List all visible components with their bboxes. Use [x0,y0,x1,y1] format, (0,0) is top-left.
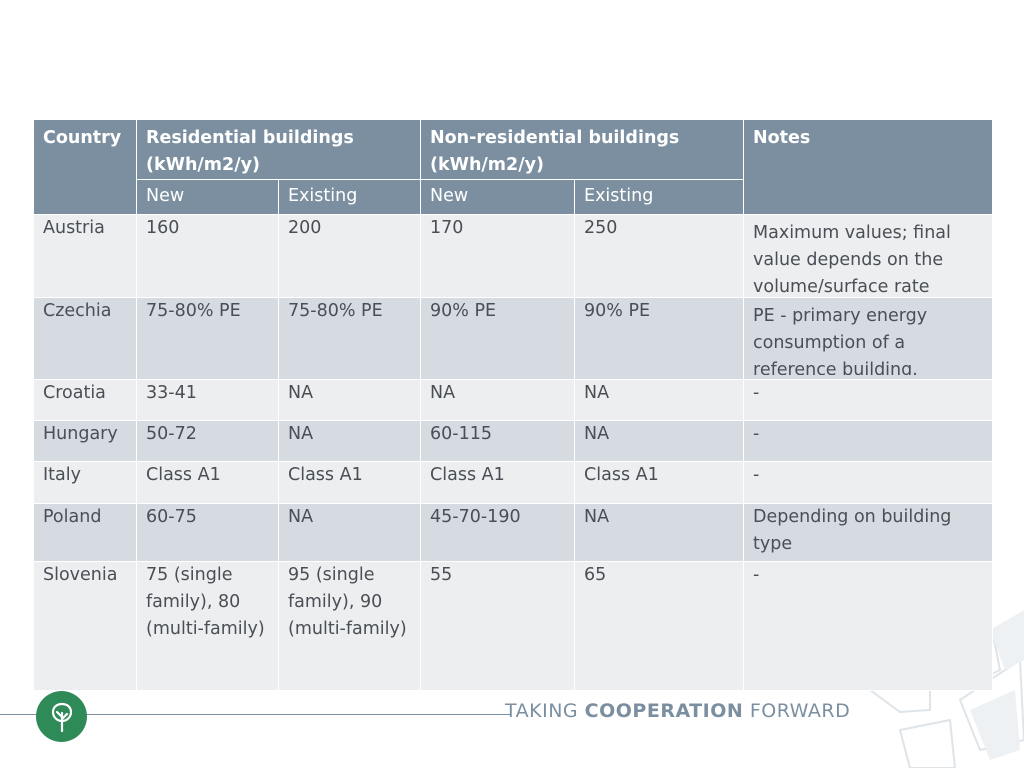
cell-country: Austria [33,214,137,298]
cell-nonres-existing: 90% PE [574,297,745,380]
header-nonres-existing: Existing [574,179,745,215]
header-residential: Residential buildings (kWh/m2/y) [135,119,422,180]
cell-country: Italy [33,461,137,504]
cell-res-existing: Class A1 [277,461,422,504]
logo [36,691,87,742]
cell-nonres-existing: 250 [574,214,745,298]
cell-res-new: 160 [136,214,279,298]
tree-icon [51,702,72,732]
cell-nonres-new: NA [420,379,576,421]
cell-nonres-existing: NA [574,503,745,562]
cell-nonres-new: 60-115 [420,420,576,462]
cell-notes: - [743,420,994,462]
cell-notes: - [743,379,994,421]
header-res-new: New [136,179,279,215]
cell-country: Czechia [33,297,137,380]
notes-text: Maximum values; final value depends on t… [753,223,951,293]
cell-notes: - [743,561,994,691]
notes-text: PE - primary energy consumption of a ref… [753,306,928,375]
tagline-part3: FORWARD [743,700,851,722]
footer-divider [0,714,510,715]
tagline-part1: TAKING [505,700,585,722]
cell-nonres-new: 55 [420,561,576,691]
cell-res-existing: 75-80% PE [277,297,422,380]
cell-res-existing: NA [277,379,422,421]
table-row: Czechia 75-80% PE 75-80% PE 90% PE 90% P… [33,297,994,380]
cell-res-existing: 200 [277,214,422,298]
cell-res-new: 50-72 [136,420,279,462]
table-row: Austria 160 200 170 250 Maximum values; … [33,214,994,298]
cell-notes: Depending on building type [743,503,994,562]
cell-notes: PE - primary energy consumption of a ref… [743,297,994,380]
tagline: TAKING COOPERATION FORWARD [505,700,850,722]
cell-notes: - [743,461,994,504]
table-row: Croatia 33-41 NA NA NA - [33,379,994,421]
header-res-existing: Existing [277,179,422,215]
cell-res-new: 75 (single family), 80 (multi-family) [136,561,279,691]
cell-res-existing: NA [277,503,422,562]
cell-res-existing: 95 (single family), 90 (multi-family) [277,561,422,691]
cell-res-new: 75-80% PE [136,297,279,380]
cell-nonres-existing: 65 [574,561,745,691]
cell-res-new: Class A1 [136,461,279,504]
cell-nonres-existing: Class A1 [574,461,745,504]
cell-country: Hungary [33,420,137,462]
header-nonres-new: New [420,179,576,215]
cell-nonres-new: 90% PE [420,297,576,380]
decorative-pattern [867,610,1024,768]
cell-nonres-new: 170 [420,214,576,298]
cell-country: Croatia [33,379,137,421]
cell-res-new: 33-41 [136,379,279,421]
cell-nonres-existing: NA [574,420,745,462]
tagline-part2: COOPERATION [584,700,744,722]
cell-country: Slovenia [33,561,137,691]
cell-res-new: 60-75 [136,503,279,562]
header-notes: Notes [743,119,994,215]
cell-nonres-existing: NA [574,379,745,421]
table-row: Poland 60-75 NA 45-70-190 NA Depending o… [33,503,994,562]
header-country: Country [33,119,137,215]
table-row: Hungary 50-72 NA 60-115 NA - [33,420,994,462]
cell-nonres-new: 45-70-190 [420,503,576,562]
table-row: Italy Class A1 Class A1 Class A1 Class A… [33,461,994,504]
energy-standards-table: Country Residential buildings (kWh/m2/y)… [33,119,994,691]
cell-country: Poland [33,503,137,562]
header-non-residential: Non-residential buildings (kWh/m2/y) [420,119,745,180]
cell-nonres-new: Class A1 [420,461,576,504]
cell-notes: Maximum values; final value depends on t… [743,214,994,298]
cell-res-existing: NA [277,420,422,462]
table-row: Slovenia 75 (single family), 80 (multi-f… [33,561,994,691]
